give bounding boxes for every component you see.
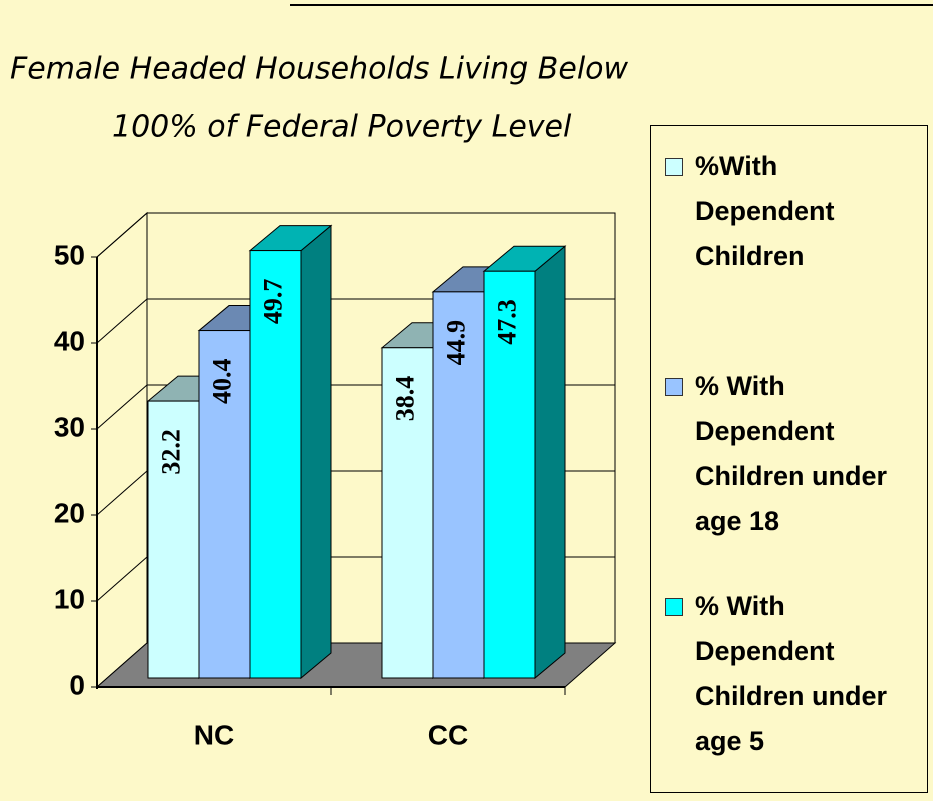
value-label: 40.4 [207,359,236,405]
bar [147,400,200,679]
bar [249,250,302,679]
y-tick-label: 0 [69,669,85,700]
x-tick-label: NC [194,719,234,750]
bar [198,330,251,679]
legend-entry: %With Dependent Children [665,144,915,279]
side-wall [96,211,148,689]
grid-line [96,384,148,430]
y-tick-label: 50 [54,239,85,270]
legend: %With Dependent Children % With Dependent… [650,125,928,793]
legend-label: % With Dependent Children under age 18 [695,371,888,536]
legend-swatch [665,598,683,616]
y-tick-label: 30 [54,411,85,442]
grid-line [96,212,148,258]
legend-swatch [665,378,683,396]
legend-swatch [665,158,683,176]
x-tick-label: CC [428,719,468,750]
value-label: 49.7 [258,279,287,325]
bar-side [534,245,566,680]
bar [432,291,485,679]
legend-label: % With Dependent Children under age 5 [695,591,888,756]
grid-line [96,470,148,516]
legend-entry: % With Dependent Children under age 18 [665,364,915,544]
bar [381,347,434,679]
legend-entry: % With Dependent Children under age 5 [665,584,915,764]
y-tick-label: 40 [54,325,85,356]
value-label: 47.3 [492,299,521,345]
chart-title: 100% of Federal Poverty Level [112,110,572,145]
bar-side [300,224,332,680]
grid-line [96,556,148,602]
y-tick-label: 20 [54,497,85,528]
value-label: 32.2 [156,429,185,475]
value-label: 44.9 [441,320,470,366]
chart-title: Female Headed Households Living Below [10,52,629,87]
y-tick-label: 10 [54,583,85,614]
value-label: 38.4 [390,376,419,422]
grid-line [96,298,148,344]
legend-label: %With Dependent Children [695,151,835,271]
bar [483,270,536,679]
